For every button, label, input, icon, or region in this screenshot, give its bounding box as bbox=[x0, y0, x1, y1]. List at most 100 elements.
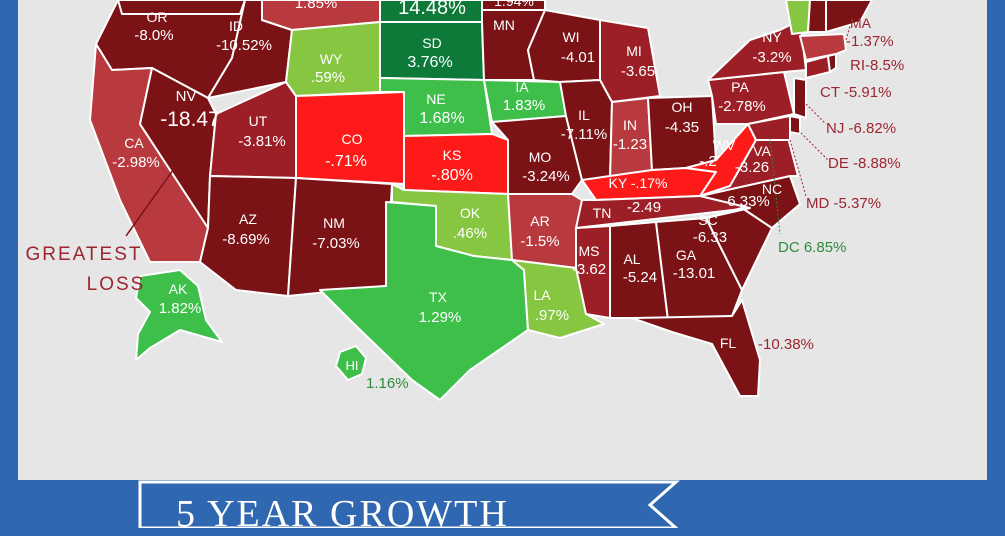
state-ga bbox=[655, 217, 743, 321]
label-ak-value: 1.82% bbox=[159, 300, 202, 317]
label-ny-value: -3.2% bbox=[752, 49, 791, 66]
label-ks-value: -.80% bbox=[431, 167, 473, 184]
label-nv-abbr: NV bbox=[176, 88, 197, 105]
leader-de bbox=[797, 129, 829, 161]
state-ma bbox=[799, 33, 847, 61]
label-sd-value: 3.76% bbox=[407, 54, 452, 71]
leader-dc bbox=[769, 137, 781, 235]
label-wy-abbr: WY bbox=[320, 51, 343, 67]
label-ca-value: -2.98% bbox=[112, 154, 160, 171]
footer-ribbon bbox=[138, 480, 680, 528]
label-ky-abbr: KY bbox=[609, 175, 628, 191]
label-ut-value: -3.81% bbox=[238, 133, 286, 150]
label-ms-value: -3.62 bbox=[572, 261, 606, 278]
label-ri-abbr: RI bbox=[850, 57, 865, 74]
state-ut bbox=[209, 81, 297, 179]
state-ak bbox=[135, 269, 223, 361]
leader-md bbox=[789, 139, 807, 197]
label-wi-abbr: WI bbox=[562, 29, 579, 45]
label-ar-value: -1.5% bbox=[520, 233, 559, 250]
label-ar-abbr: AR bbox=[530, 213, 549, 229]
label-in-abbr: IN bbox=[623, 117, 637, 133]
label-nv-value: -18.47 bbox=[160, 108, 220, 131]
label-ma-value: -1.37% bbox=[846, 33, 894, 50]
label-il-value: -7.11% bbox=[561, 126, 607, 143]
state-tx bbox=[319, 201, 529, 401]
label-ia-abbr: IA bbox=[515, 79, 529, 95]
label-wv-abbr: WV bbox=[713, 137, 736, 153]
label-sc-value: -6.33 bbox=[693, 229, 727, 246]
label-pa-abbr: PA bbox=[731, 79, 749, 95]
label-hi-abbr: HI bbox=[346, 358, 359, 373]
label-mo-value: -3.24% bbox=[522, 168, 570, 185]
label-co-abbr: CO bbox=[342, 131, 363, 147]
leader-nj bbox=[805, 103, 827, 125]
label-nj-abbr: NJ bbox=[826, 120, 844, 137]
label-md-text: MD -5.37% bbox=[806, 195, 881, 212]
label-mi-abbr: MI bbox=[626, 43, 642, 59]
label-ri-value: -8.5% bbox=[865, 57, 904, 74]
ribbon-banner bbox=[138, 480, 680, 528]
label-mt-value: 1.85% bbox=[295, 0, 338, 12]
label-pa-value: -2.78% bbox=[718, 98, 766, 115]
label-ok-abbr: OK bbox=[460, 205, 481, 221]
label-mo-abbr: MO bbox=[529, 149, 552, 165]
label-ut-abbr: UT bbox=[249, 113, 268, 129]
label-de-abbr: DE bbox=[828, 155, 849, 172]
state-ks bbox=[403, 133, 509, 195]
label-id-value: -10.52% bbox=[216, 37, 272, 54]
label-or-value: -8.0% bbox=[134, 27, 173, 44]
label-ne-value: 1.68% bbox=[419, 110, 464, 127]
label-oh-value: -4.35 bbox=[665, 119, 699, 136]
label-ma-abbr: MA bbox=[850, 15, 872, 31]
label-al-value: -5.24 bbox=[623, 269, 657, 286]
label-tn-value: -2.49 bbox=[627, 199, 661, 216]
leader-ma bbox=[845, 25, 851, 41]
label-ak-abbr: AK bbox=[169, 281, 188, 297]
label-ga-abbr: GA bbox=[676, 247, 697, 263]
label-sd-abbr: SD bbox=[422, 35, 441, 51]
label-ct-value: -5.91% bbox=[844, 84, 892, 101]
annotation-line bbox=[125, 151, 187, 237]
label-nc-value: -6.33% bbox=[722, 193, 770, 210]
state-nh bbox=[807, 0, 827, 33]
label-md-value: -5.37% bbox=[834, 195, 882, 212]
label-nj-text: NJ -6.82% bbox=[826, 120, 896, 137]
state-wa bbox=[117, 0, 246, 15]
label-oh-abbr: OH bbox=[672, 99, 693, 115]
label-la-value: .97% bbox=[535, 307, 569, 324]
label-fl-value: -10.38% bbox=[758, 336, 814, 353]
label-ms-abbr: MS bbox=[579, 243, 600, 259]
state-nj bbox=[793, 77, 807, 119]
label-az-value: -8.69% bbox=[222, 231, 270, 248]
label-va-abbr: VA bbox=[753, 143, 771, 159]
label-ri-text: RI-8.5% bbox=[850, 57, 904, 74]
label-ca-abbr: CA bbox=[124, 135, 144, 151]
label-nd-value: 14.48% bbox=[398, 0, 466, 19]
label-md-abbr: MD bbox=[806, 195, 829, 212]
state-fl bbox=[631, 299, 761, 397]
label-sc-abbr: SC bbox=[698, 212, 717, 228]
label-de-text: DE -8.88% bbox=[828, 155, 901, 172]
state-ms bbox=[575, 225, 611, 319]
label-al-abbr: AL bbox=[623, 251, 640, 267]
state-mi bbox=[599, 19, 661, 103]
state-me bbox=[825, 0, 873, 33]
label-ct-abbr: CT bbox=[820, 84, 840, 101]
label-ia-value: 1.83% bbox=[503, 97, 546, 114]
label-in-value: -1.23 bbox=[613, 136, 647, 153]
label-ks-abbr: KS bbox=[443, 147, 462, 163]
state-ar bbox=[507, 193, 583, 269]
label-or-abbr: OR bbox=[147, 9, 168, 25]
label-la-abbr: LA bbox=[533, 287, 551, 303]
label-mi-value: -3.65 bbox=[621, 63, 655, 80]
label-dc-value: 6.85% bbox=[804, 239, 847, 256]
label-id-abbr: ID bbox=[229, 18, 243, 34]
label-tn-abbr: TN bbox=[593, 205, 612, 221]
state-nc bbox=[699, 175, 801, 229]
label-wi-value: -4.01 bbox=[561, 49, 595, 66]
footer-title: 5 YEAR GROWTH bbox=[176, 493, 509, 535]
label-ok-value: .46% bbox=[453, 225, 487, 242]
label-wv-value: -.2 bbox=[699, 153, 717, 170]
